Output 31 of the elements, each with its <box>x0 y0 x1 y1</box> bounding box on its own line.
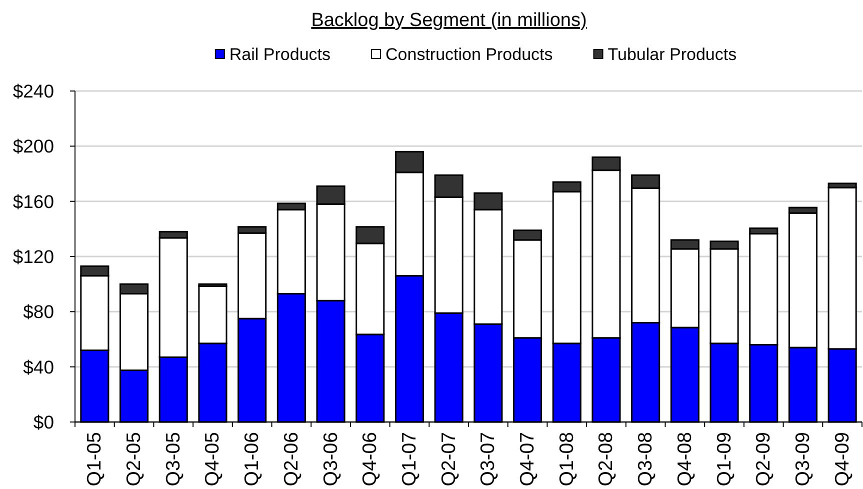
x-tick-label: Q1-09 <box>713 432 736 486</box>
x-tick-label: Q4-06 <box>359 432 382 486</box>
y-tick-label: $240 <box>12 80 54 102</box>
chart-title: Backlog by Segment (in millions) <box>311 10 587 31</box>
x-tick-label: Q3-06 <box>320 432 342 486</box>
legend-label: Rail Products <box>229 44 331 64</box>
y-tick-label: $80 <box>23 301 54 322</box>
x-tick-label: Q1-06 <box>241 432 264 486</box>
x-tick-label: Q2-08 <box>595 432 618 486</box>
x-tick-label: Q2-05 <box>123 432 146 486</box>
x-tick-label: Q4-07 <box>516 432 539 486</box>
y-tick-label: $200 <box>12 136 54 157</box>
x-tick-label: Q2-07 <box>438 432 460 486</box>
x-tick-label: Q4-09 <box>831 432 854 486</box>
x-tick-label: Q3-07 <box>477 432 500 486</box>
y-tick-label: $120 <box>12 246 54 267</box>
x-tick-label: Q3-05 <box>162 432 184 486</box>
y-tick-label: $0 <box>33 412 54 432</box>
x-tick-label: Q1-08 <box>556 432 578 486</box>
x-tick-label: Q3-09 <box>792 432 814 486</box>
y-tick-label: $160 <box>12 190 54 212</box>
legend-label: Tubular Products <box>608 44 737 64</box>
x-tick-label: Q2-09 <box>752 432 775 486</box>
legend-label: Construction Products <box>386 44 553 64</box>
x-tick-label: Q1-05 <box>84 432 106 486</box>
x-tick-label: Q1-07 <box>398 432 420 486</box>
y-tick-label: $40 <box>23 356 54 378</box>
x-tick-label: Q4-08 <box>674 432 696 486</box>
x-tick-label: Q2-06 <box>280 432 302 486</box>
x-tick-label: Q4-05 <box>202 432 224 486</box>
x-tick-label: Q3-08 <box>634 432 657 486</box>
